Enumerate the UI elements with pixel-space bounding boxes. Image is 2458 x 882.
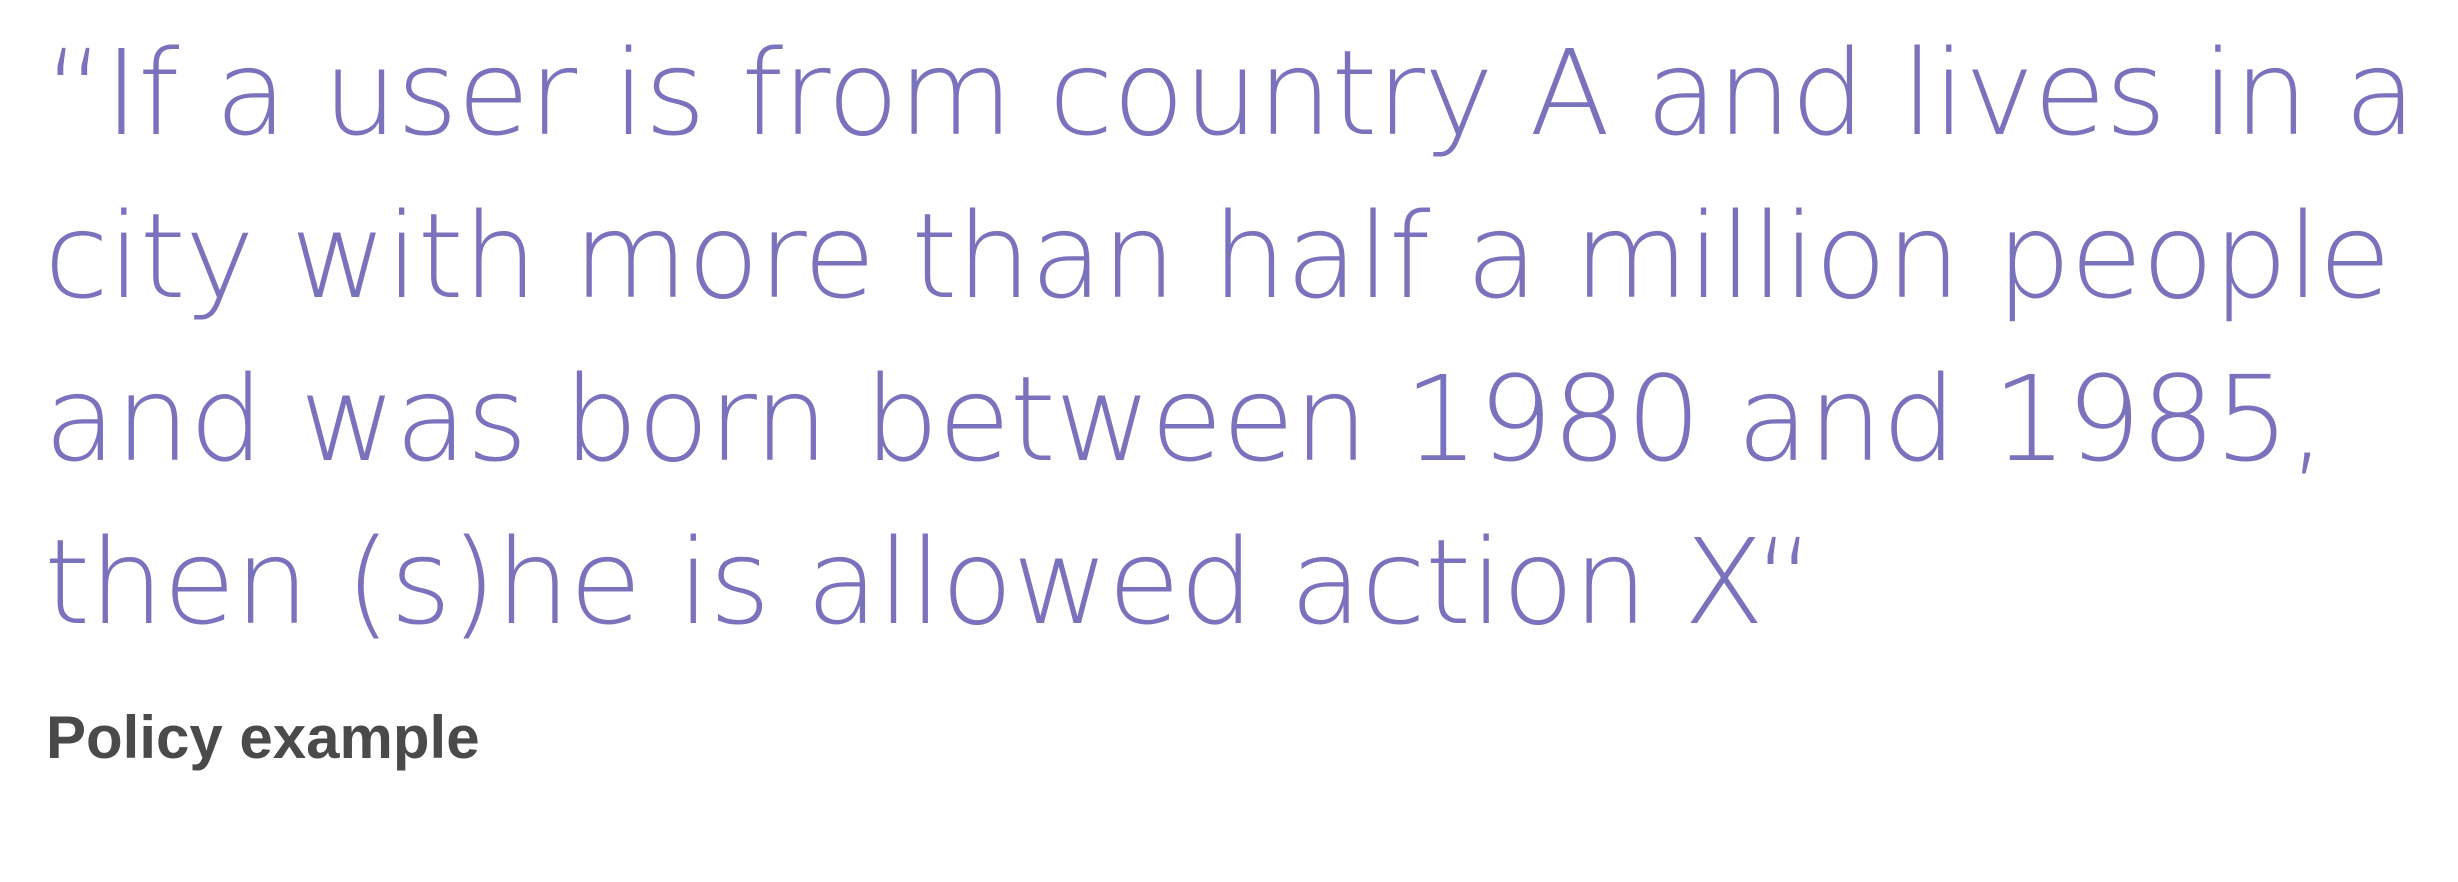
quote-line-4: then (s)he is allowed action X“ [44,513,1815,651]
quote-caption: Policy example [46,704,480,771]
policy-quote: “If a user is from country A and lives i… [44,12,2444,664]
quote-line-3: and was born between 1980 and 1985, [44,350,2326,488]
quote-line-2: city with more than half a million peopl… [44,187,2391,325]
quote-line-1: “If a user is from country A and lives i… [44,24,2416,162]
